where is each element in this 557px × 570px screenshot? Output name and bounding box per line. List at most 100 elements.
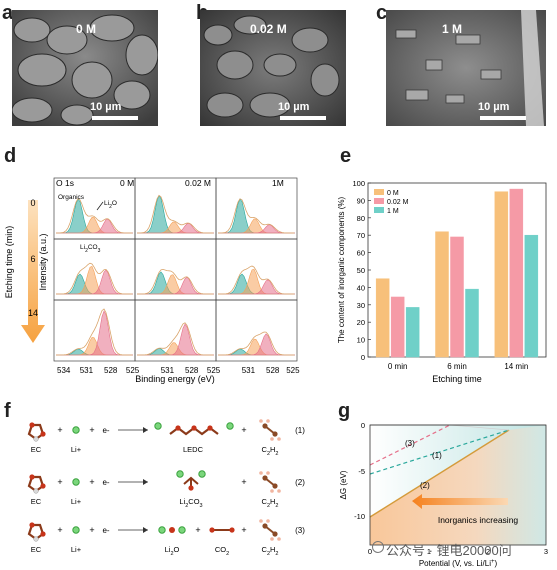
- line-3-ext: [449, 424, 510, 431]
- binding-energy-tick: 528: [185, 366, 199, 375]
- sem-condition-label: 0 M: [76, 22, 97, 36]
- oxygen-atom: [169, 527, 175, 533]
- carbon-atom: [272, 483, 278, 489]
- plus-sign: +: [57, 477, 62, 487]
- oxygen-atom: [207, 425, 213, 431]
- condition-002M: 0.02 M: [185, 178, 211, 188]
- ec-label: EC: [31, 445, 42, 454]
- xps-envelope: [137, 268, 213, 295]
- reaction-arrowhead: [143, 479, 148, 485]
- inorganics-arrow-label: Inorganics increasing: [438, 515, 519, 525]
- bar-1M-14min: [524, 234, 539, 358]
- oxygen-atom: [175, 425, 181, 431]
- hydrogen-atom: [266, 471, 270, 475]
- legend-swatch: [374, 207, 384, 213]
- scale-bar: [480, 116, 526, 120]
- sem-texture-b: [200, 10, 346, 126]
- carbon-atom: [272, 531, 278, 537]
- etching-axis-label: Etching time (min): [4, 226, 14, 299]
- etch-tick-14: 14: [28, 308, 38, 318]
- e-ytick-label: 80: [357, 214, 365, 223]
- carbon-atom: [262, 423, 268, 429]
- oxygen-atom: [29, 422, 35, 428]
- binding-energy-tick: 528: [104, 366, 118, 375]
- bar-002M-0min: [390, 296, 405, 358]
- sem-condition-label: 0.02 M: [250, 22, 287, 36]
- inorganics-arrow: [412, 494, 508, 509]
- binding-energy-tick: 525: [207, 366, 221, 375]
- hydrogen-atom: [270, 437, 274, 441]
- oxygen-atom: [29, 474, 35, 480]
- binding-energy-tick: 531: [242, 366, 256, 375]
- bar-0M-6min: [435, 231, 449, 358]
- condition-1M: 1M: [272, 178, 284, 188]
- xps-cell: [215, 299, 298, 362]
- li-label: Li+: [71, 497, 82, 506]
- product-label: LEDC: [183, 445, 204, 454]
- li-ion-icon: [226, 422, 234, 430]
- bar-0M-14min: [494, 191, 509, 358]
- xps-envelope: [218, 331, 294, 356]
- e-ytick-label: 0: [361, 353, 365, 362]
- legend-label: 0.02 M: [387, 199, 409, 206]
- g-line-label-3: (3): [405, 439, 415, 448]
- li-ion-icon: [158, 526, 166, 534]
- e-ytick-label: 70: [357, 231, 365, 240]
- reaction-number: (3): [295, 526, 305, 535]
- g-xtick-1: 1: [427, 547, 431, 556]
- li-ion-icon: [176, 470, 184, 478]
- g-plot-frame: [369, 424, 547, 546]
- hydrogen-atom: [270, 489, 274, 493]
- legend-swatch: [374, 198, 384, 204]
- hydrogen-atom: [33, 488, 39, 494]
- watermark: 公众号 · 锂电20000问: [386, 543, 512, 558]
- e-ytick-label: 50: [357, 266, 365, 275]
- li-ion-icon: [198, 470, 206, 478]
- panel-g-letter: g: [338, 400, 351, 422]
- legend-swatch: [374, 189, 384, 195]
- e-ytick-label: 20: [357, 318, 365, 327]
- hydrogen-atom: [277, 489, 281, 493]
- g-inorganic-region: [370, 425, 546, 545]
- g-x-axis-label: Potential (V, vs. Li/Li+): [419, 559, 498, 568]
- bar-1M-0min: [405, 307, 420, 358]
- e-ytick-label: 90: [357, 196, 365, 205]
- li-ion-icon: [178, 526, 186, 534]
- e-x-axis-label: Etching time: [432, 374, 482, 384]
- panel-d-letter: d: [4, 145, 17, 167]
- li-label: Li+: [71, 445, 82, 454]
- plus-sign: +: [195, 525, 200, 535]
- oxygen-atom: [188, 485, 194, 491]
- binding-energy-label: Binding energy (eV): [135, 374, 215, 384]
- oxygen-atom: [209, 527, 215, 533]
- li-ion-icon: [154, 422, 162, 430]
- o1s-label: O 1s: [56, 178, 74, 188]
- e-ytick-label: 40: [357, 283, 365, 292]
- etching-arrow: [21, 200, 45, 343]
- hydrogen-atom: [277, 437, 281, 441]
- binding-energy-tick: 531: [80, 366, 94, 375]
- hydrogen-atom: [277, 537, 281, 541]
- oxygen-atom: [40, 431, 46, 437]
- condition-0M: 0 M: [120, 178, 134, 188]
- plus-sign: +: [241, 477, 246, 487]
- bar-0M-0min: [375, 278, 390, 358]
- hydrogen-atom: [266, 419, 270, 423]
- carbon-atom: [262, 523, 268, 529]
- hydrogen-atom: [266, 519, 270, 523]
- panel-e-letter: e: [340, 145, 352, 167]
- oxygen-atom: [40, 531, 46, 537]
- li2co3-annotation: Li2CO3: [80, 244, 101, 254]
- reaction-arrowhead: [143, 527, 148, 533]
- carbon-atom: [262, 475, 268, 481]
- xps-envelope: [218, 265, 294, 295]
- binding-energy-tick: 531: [161, 366, 175, 375]
- hydrogen-atom: [33, 436, 39, 442]
- xps-envelope: [56, 198, 132, 234]
- sem-image-c: 1 M 10 µm: [386, 10, 546, 126]
- organics-annotation: Organics: [58, 194, 85, 201]
- binding-energy-tick: 528: [266, 366, 280, 375]
- legend-label: 0 M: [387, 190, 399, 197]
